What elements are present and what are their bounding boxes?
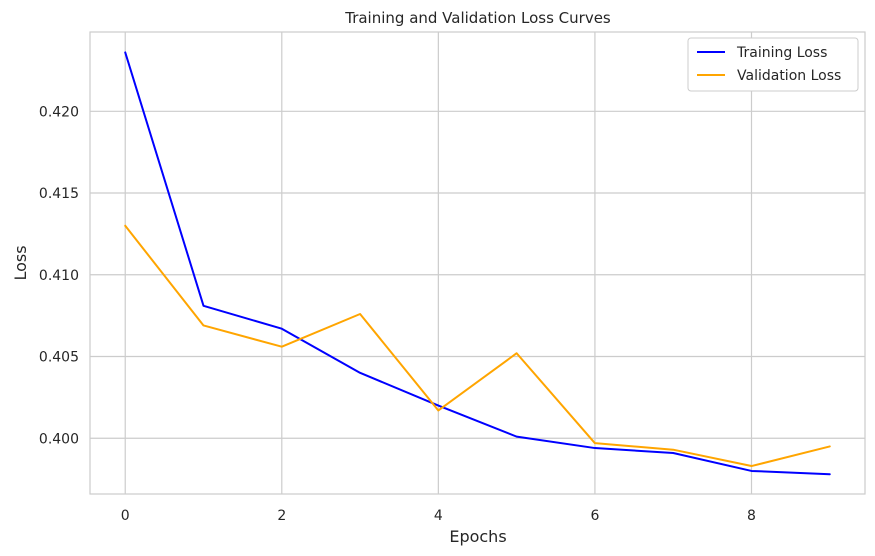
x-tick-label: 0	[121, 508, 130, 524]
y-tick-label: 0.410	[39, 268, 79, 284]
y-tick-label: 0.405	[39, 350, 79, 366]
y-tick-label: 0.400	[39, 431, 79, 447]
y-axis-label: Loss	[11, 245, 30, 280]
chart-title: Training and Validation Loss Curves	[344, 9, 611, 27]
plot-frame	[89, 31, 866, 495]
legend-label-training: Training Loss	[736, 45, 827, 61]
y-tick-label: 0.415	[39, 186, 79, 202]
legend: Training Loss Validation Loss	[687, 37, 859, 92]
x-tick-label: 4	[434, 508, 443, 524]
series-line-validation	[124, 224, 831, 468]
legend-label-validation: Validation Loss	[737, 68, 841, 84]
grid-layer	[90, 32, 865, 494]
series-layer	[124, 51, 831, 476]
series-line-training	[124, 51, 831, 476]
y-tick-label: 0.420	[39, 104, 79, 120]
x-tick-label: 8	[747, 508, 756, 524]
x-tick-label: 2	[277, 508, 286, 524]
x-tick-label: 6	[590, 508, 599, 524]
ticks-layer: 0 2 4 6 8 0.400 0.405 0.410 0.415 0.420	[39, 104, 756, 524]
legend-box	[687, 37, 859, 92]
x-axis-label: Epochs	[449, 527, 506, 546]
